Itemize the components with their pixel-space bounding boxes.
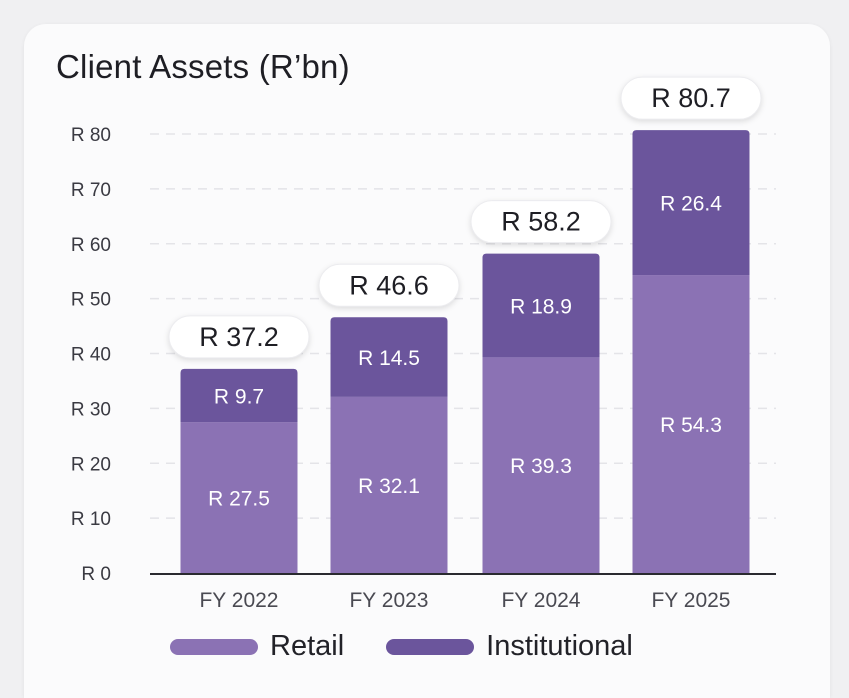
segment-value-label: R 39.3 xyxy=(510,455,572,478)
y-tick-label: R 10 xyxy=(71,509,111,530)
total-badge xyxy=(318,263,460,307)
legend-item-institutional[interactable]: Institutional xyxy=(386,630,633,663)
legend-swatch-retail xyxy=(170,638,258,655)
total-badge xyxy=(168,315,310,359)
legend: Retail Institutional xyxy=(170,630,633,663)
segment-value-label: R 32.1 xyxy=(358,475,420,498)
y-tick-label: R 0 xyxy=(81,564,111,585)
total-value-label: R 80.7 xyxy=(651,83,731,113)
bar-segment-institutional xyxy=(180,368,298,423)
chart-title: Client Assets (R’bn) xyxy=(56,48,350,85)
total-value-label: R 37.2 xyxy=(199,322,279,352)
legend-item-retail[interactable]: Retail xyxy=(170,630,344,663)
bar-segment-institutional xyxy=(482,253,600,358)
bar-segment-retail xyxy=(330,396,448,573)
segment-value-label: R 14.5 xyxy=(358,347,420,370)
segment-value-label: R 18.9 xyxy=(510,295,572,318)
y-tick-label: R 30 xyxy=(71,399,111,420)
segment-value-label: R 26.4 xyxy=(660,193,722,216)
legend-label-institutional: Institutional xyxy=(486,630,633,662)
y-tick-label: R 50 xyxy=(71,290,111,311)
bar-segment-retail xyxy=(632,275,750,573)
legend-swatch-institutional xyxy=(386,638,475,655)
y-tick-label: R 70 xyxy=(71,180,111,201)
total-badge xyxy=(620,76,762,120)
segment-value-label: R 54.3 xyxy=(660,414,722,437)
segment-value-label: R 9.7 xyxy=(214,385,264,408)
segment-value-label: R 27.5 xyxy=(208,488,270,511)
legend-label-retail: Retail xyxy=(270,630,345,662)
total-badge xyxy=(470,200,612,244)
bar-segment-institutional xyxy=(330,317,448,397)
y-tick-label: R 40 xyxy=(71,345,111,366)
bar-segment-retail xyxy=(482,357,600,573)
bar-segment-retail xyxy=(180,422,298,573)
y-tick-label: R 20 xyxy=(71,454,111,475)
total-value-label: R 46.6 xyxy=(349,270,429,300)
y-tick-label: R 60 xyxy=(71,235,111,256)
bar-segment-institutional xyxy=(632,130,750,276)
x-tick-label: FY 2022 xyxy=(199,589,278,612)
y-tick-label: R 80 xyxy=(71,125,111,146)
x-tick-label: FY 2025 xyxy=(651,589,730,612)
x-tick-label: FY 2024 xyxy=(501,589,580,612)
total-value-label: R 58.2 xyxy=(501,207,581,237)
x-tick-label: FY 2023 xyxy=(349,589,428,612)
